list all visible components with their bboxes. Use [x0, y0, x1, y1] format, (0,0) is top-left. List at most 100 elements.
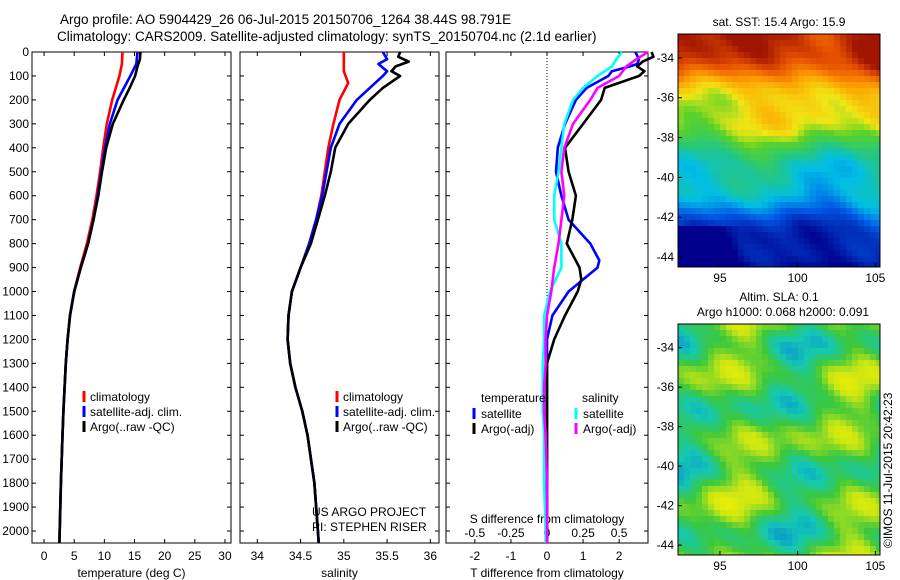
map-cell	[756, 462, 762, 468]
map-cell	[828, 402, 834, 408]
map-cell	[762, 190, 768, 196]
map-cell	[684, 184, 690, 190]
map-cell	[744, 256, 750, 262]
map-cell	[804, 112, 810, 118]
map-cell	[786, 166, 792, 172]
map-cell	[744, 504, 750, 510]
map-cell	[780, 360, 786, 366]
map-cell	[822, 366, 828, 372]
map-cell	[828, 492, 834, 498]
map-cell	[744, 130, 750, 136]
map-cell	[786, 112, 792, 118]
map-cell	[810, 154, 816, 160]
map-cell	[876, 52, 880, 58]
map-cell	[780, 342, 786, 348]
map-cell	[720, 552, 726, 555]
map-cell	[678, 402, 684, 408]
map-cell	[864, 360, 870, 366]
map-cell	[774, 540, 780, 546]
map-cell	[816, 94, 822, 100]
map-cell	[696, 534, 702, 540]
map-cell	[738, 372, 744, 378]
map-cell	[684, 474, 690, 480]
map-cell	[834, 238, 840, 244]
map-cell	[756, 196, 762, 202]
map-cell	[864, 70, 870, 76]
map-cell	[798, 184, 804, 190]
map-cell	[846, 438, 852, 444]
map-cell	[684, 76, 690, 82]
map-cell	[780, 130, 786, 136]
y-tick-label: 200	[9, 93, 29, 107]
map-cell	[696, 522, 702, 528]
map-cell	[690, 324, 696, 330]
map-cell	[846, 486, 852, 492]
map-cell	[840, 336, 846, 342]
map-cell	[744, 232, 750, 238]
map-cell	[702, 178, 708, 184]
map-cell	[834, 354, 840, 360]
map-cell	[804, 124, 810, 130]
map-cell	[852, 58, 858, 64]
map-cell	[714, 118, 720, 124]
map-cell	[852, 214, 858, 220]
map-cell	[726, 40, 732, 46]
map-cell	[858, 468, 864, 474]
map-cell	[864, 330, 870, 336]
map-cell	[780, 142, 786, 148]
map-cell	[822, 534, 828, 540]
map-cell	[846, 510, 852, 516]
map-cell	[870, 492, 876, 498]
map-cell	[816, 190, 822, 196]
map-cell	[768, 232, 774, 238]
map-cell	[708, 522, 714, 528]
map-cell	[726, 444, 732, 450]
map-cell	[822, 100, 828, 106]
map-cell	[780, 414, 786, 420]
map-cell	[858, 34, 864, 40]
map-cell	[690, 124, 696, 130]
map-cell	[702, 88, 708, 94]
map-cell	[852, 384, 858, 390]
map-cell	[804, 106, 810, 112]
map-cell	[690, 372, 696, 378]
map-cell	[810, 486, 816, 492]
map-cell	[678, 534, 684, 540]
map-cell	[846, 528, 852, 534]
map-cell	[852, 324, 858, 330]
map-cell	[774, 504, 780, 510]
map-cell	[714, 378, 720, 384]
map-cell	[774, 190, 780, 196]
map-cell	[678, 52, 684, 58]
map-cell	[678, 528, 684, 534]
map-cell	[840, 238, 846, 244]
map-cell	[732, 202, 738, 208]
map-cell	[726, 148, 732, 154]
map-y-tick-label: -34	[657, 51, 675, 65]
map-cell	[822, 372, 828, 378]
map-cell	[690, 250, 696, 256]
map-cell	[774, 46, 780, 52]
map-cell	[720, 534, 726, 540]
map-cell	[690, 336, 696, 342]
map-cell	[876, 94, 880, 100]
map-cell	[732, 366, 738, 372]
map-cell	[864, 46, 870, 52]
map-cell	[732, 408, 738, 414]
map-cell	[696, 82, 702, 88]
map-cell	[810, 88, 816, 94]
map-cell	[876, 226, 880, 232]
map-cell	[846, 172, 852, 178]
map-cell	[876, 462, 880, 468]
map-cell	[840, 262, 846, 267]
map-cell	[846, 552, 852, 555]
map-cell	[828, 522, 834, 528]
map-cell	[738, 516, 744, 522]
map-cell	[780, 64, 786, 70]
map-cell	[696, 226, 702, 232]
page-title-line1: Argo profile: AO 5904429_26 06-Jul-2015 …	[60, 12, 512, 27]
map-cell	[858, 438, 864, 444]
map-cell	[780, 166, 786, 172]
map-cell	[774, 336, 780, 342]
map-cell	[804, 232, 810, 238]
